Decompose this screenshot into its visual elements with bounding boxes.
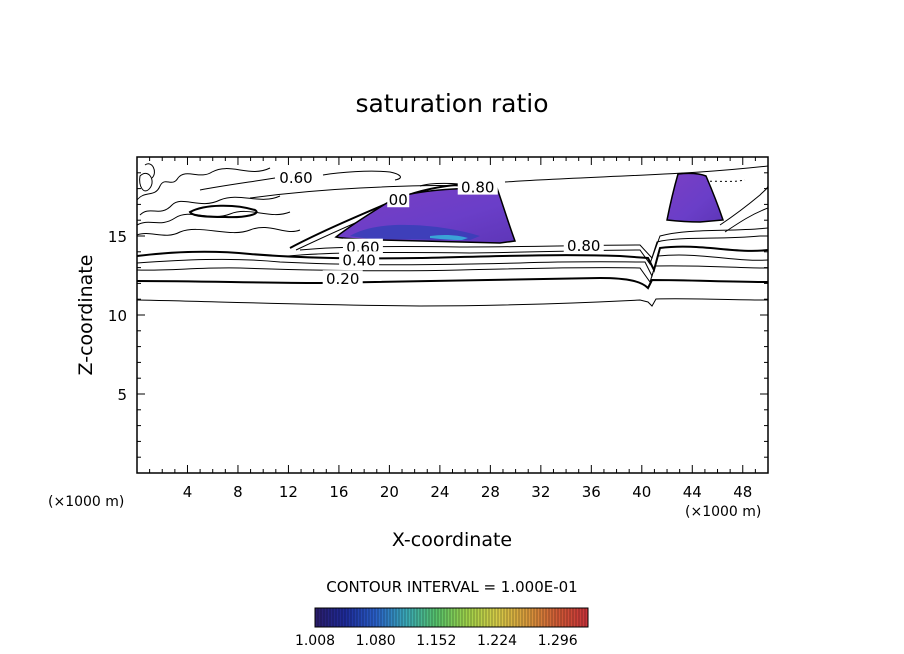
y-tick-label: 15 — [108, 228, 127, 246]
y-tick-label: 5 — [117, 386, 127, 404]
x-tick-label: 40 — [632, 483, 651, 501]
contour-label-mask — [322, 270, 363, 287]
contour-line — [137, 254, 768, 278]
contour-label-mask — [339, 251, 380, 268]
contour-line — [199, 170, 401, 191]
contour-line — [137, 226, 301, 236]
colorbar-tick-label: 1.008 — [295, 633, 335, 649]
contour-label: 00 — [389, 191, 408, 209]
colorbar-stripes — [317, 608, 586, 627]
x-axis-label: X-coordinate — [392, 529, 512, 551]
contour-label-mask — [342, 238, 383, 255]
x-tick-label: 20 — [380, 483, 399, 501]
x-unit-label: (×1000 m) — [685, 504, 761, 520]
contour-label: 0.80 — [461, 179, 494, 197]
contour-line — [699, 179, 746, 183]
y-tick-label: 10 — [108, 307, 127, 325]
supersaturated-core — [430, 234, 468, 240]
contour-label-mask — [276, 169, 317, 186]
supersaturated-region-east — [666, 172, 725, 223]
x-tick-label: 24 — [430, 483, 449, 501]
y-axis: 5 10 15 — [108, 172, 768, 458]
x-tick-label: 12 — [279, 483, 298, 501]
x-tick-label: 28 — [481, 483, 500, 501]
colorbar — [314, 607, 589, 628]
contour-line — [137, 265, 768, 284]
y-axis-label: Z-coordinate — [75, 255, 97, 376]
colorbar-ticks: 1.008 1.080 1.152 1.224 1.296 — [295, 633, 578, 649]
contour-label: 0.80 — [567, 237, 600, 255]
x-tick-label: 48 — [733, 483, 752, 501]
contour-line — [137, 167, 271, 201]
x-tick-label: 44 — [683, 483, 702, 501]
contour-label: 0.60 — [279, 169, 312, 187]
contour-line — [724, 207, 768, 233]
contour-line — [137, 276, 768, 290]
x-tick-label: 16 — [329, 483, 348, 501]
colorbar-tick-label: 1.080 — [356, 633, 396, 649]
contour-line — [137, 210, 291, 226]
contour-line — [249, 185, 461, 199]
contour-label: 0.40 — [342, 251, 375, 269]
chart-title: saturation ratio — [355, 89, 548, 118]
colorbar-tick-label: 1.296 — [538, 633, 578, 649]
x-tick-label: 4 — [183, 483, 193, 501]
colorbar-tick-label: 1.152 — [416, 633, 456, 649]
contour-line — [139, 195, 281, 216]
contour-line — [188, 204, 258, 219]
contour-label: 0.20 — [326, 270, 359, 288]
x-axis: 4 8 12 16 20 24 28 32 36 40 44 48 — [149, 157, 756, 501]
contour-line — [137, 298, 768, 307]
x-tick-label: 32 — [531, 483, 550, 501]
contour-line — [139, 172, 153, 192]
contour-line — [719, 185, 768, 226]
colorbar-tick-label: 1.224 — [477, 633, 517, 649]
contour-line — [137, 245, 768, 273]
contour-label-mask — [457, 178, 498, 195]
y-unit-label: (×1000 m) — [48, 494, 124, 510]
x-tick-label: 36 — [582, 483, 601, 501]
x-tick-label: 8 — [233, 483, 243, 501]
contour-label-mask — [387, 191, 410, 208]
contour-interval-text: CONTOUR INTERVAL = 1.000E-01 — [326, 578, 577, 596]
contour-line — [144, 163, 155, 179]
contour-label-mask — [563, 237, 604, 254]
